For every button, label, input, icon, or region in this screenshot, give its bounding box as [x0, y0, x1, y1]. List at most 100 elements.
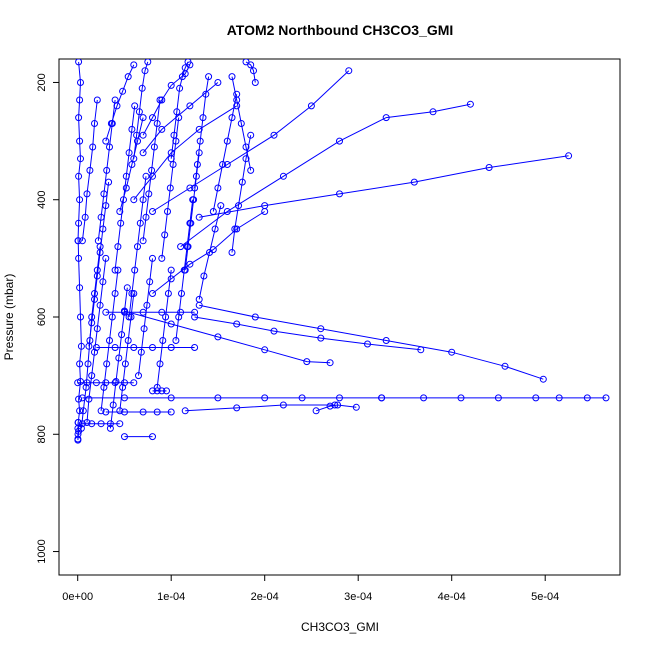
data-point	[501, 362, 509, 370]
data-point	[231, 225, 239, 233]
data-point	[149, 254, 156, 262]
series-line	[198, 205, 222, 300]
series-49	[139, 79, 222, 157]
series-line	[77, 61, 82, 241]
y-tick-label: 1000	[36, 539, 48, 563]
data-point	[178, 290, 185, 297]
data-point	[85, 342, 93, 350]
data-point	[130, 196, 138, 204]
data-point	[173, 108, 181, 116]
data-point	[77, 79, 84, 86]
data-point	[121, 379, 128, 387]
series-41	[102, 408, 175, 416]
data-point	[77, 155, 84, 163]
series-line	[199, 155, 569, 218]
series-line	[315, 404, 357, 412]
data-point	[137, 348, 145, 356]
series-line	[194, 76, 210, 189]
series-44	[139, 61, 194, 139]
data-point	[336, 190, 343, 198]
data-point	[235, 202, 242, 210]
data-point	[153, 120, 161, 127]
y-tick-label: 200	[36, 73, 48, 91]
data-point	[247, 166, 255, 174]
data-point	[382, 337, 390, 344]
data-point	[532, 394, 540, 402]
series-line	[142, 99, 161, 241]
data-point	[181, 70, 189, 78]
data-point	[139, 196, 147, 204]
data-point	[106, 143, 113, 151]
data-point	[167, 394, 175, 402]
series-4	[78, 96, 101, 245]
data-point	[78, 394, 86, 402]
data-point	[131, 266, 139, 274]
data-point	[364, 340, 371, 348]
series-9	[111, 102, 139, 274]
data-point	[118, 331, 126, 339]
data-point	[326, 359, 334, 367]
data-point	[127, 313, 135, 321]
data-point	[238, 178, 246, 186]
data-point	[75, 59, 83, 66]
series-line	[231, 76, 252, 171]
data-point	[76, 360, 84, 368]
data-point	[139, 308, 147, 316]
series-line	[185, 404, 335, 412]
data-point	[92, 344, 100, 351]
data-point	[111, 379, 119, 387]
y-tick-label: 400	[36, 191, 48, 209]
data-point	[106, 337, 113, 344]
series-7	[94, 96, 119, 245]
data-point	[130, 290, 138, 297]
data-point	[466, 100, 474, 108]
data-point	[135, 372, 142, 380]
series-line	[133, 61, 149, 159]
data-point	[77, 313, 84, 321]
data-point	[237, 120, 245, 127]
data-point	[117, 219, 125, 227]
data-point	[75, 172, 83, 180]
data-point	[76, 284, 84, 292]
data-point	[163, 387, 170, 395]
data-point	[539, 375, 547, 383]
data-point	[164, 290, 172, 297]
data-point	[124, 337, 132, 344]
data-point	[158, 125, 166, 133]
data-point	[153, 387, 161, 395]
data-point	[196, 137, 204, 145]
data-point	[303, 358, 311, 366]
data-point	[233, 102, 241, 110]
data-point	[156, 360, 164, 368]
data-point	[326, 402, 334, 410]
data-point	[88, 372, 96, 380]
series-46	[116, 114, 147, 215]
data-point	[76, 407, 84, 415]
y-axis: 200 400 600 800 1000	[36, 73, 60, 564]
data-point	[130, 61, 138, 69]
data-point	[242, 143, 250, 151]
data-point	[77, 342, 85, 350]
data-point	[242, 59, 250, 66]
series-24	[228, 73, 255, 174]
data-point	[121, 308, 128, 316]
data-point	[336, 394, 343, 402]
plot-frame	[58, 58, 621, 576]
series-line	[170, 61, 189, 159]
data-point	[123, 284, 131, 292]
series-34	[121, 307, 334, 367]
data-point	[103, 360, 111, 368]
series-line	[199, 304, 544, 380]
series-35	[191, 313, 425, 354]
data-point	[172, 337, 180, 344]
data-point	[382, 114, 390, 122]
data-point	[251, 313, 259, 321]
data-point	[186, 260, 194, 268]
data-point	[108, 313, 116, 321]
data-point	[111, 266, 119, 274]
data-point	[158, 387, 166, 395]
data-point	[149, 290, 156, 297]
data-point	[233, 320, 241, 328]
series-5	[85, 178, 113, 350]
